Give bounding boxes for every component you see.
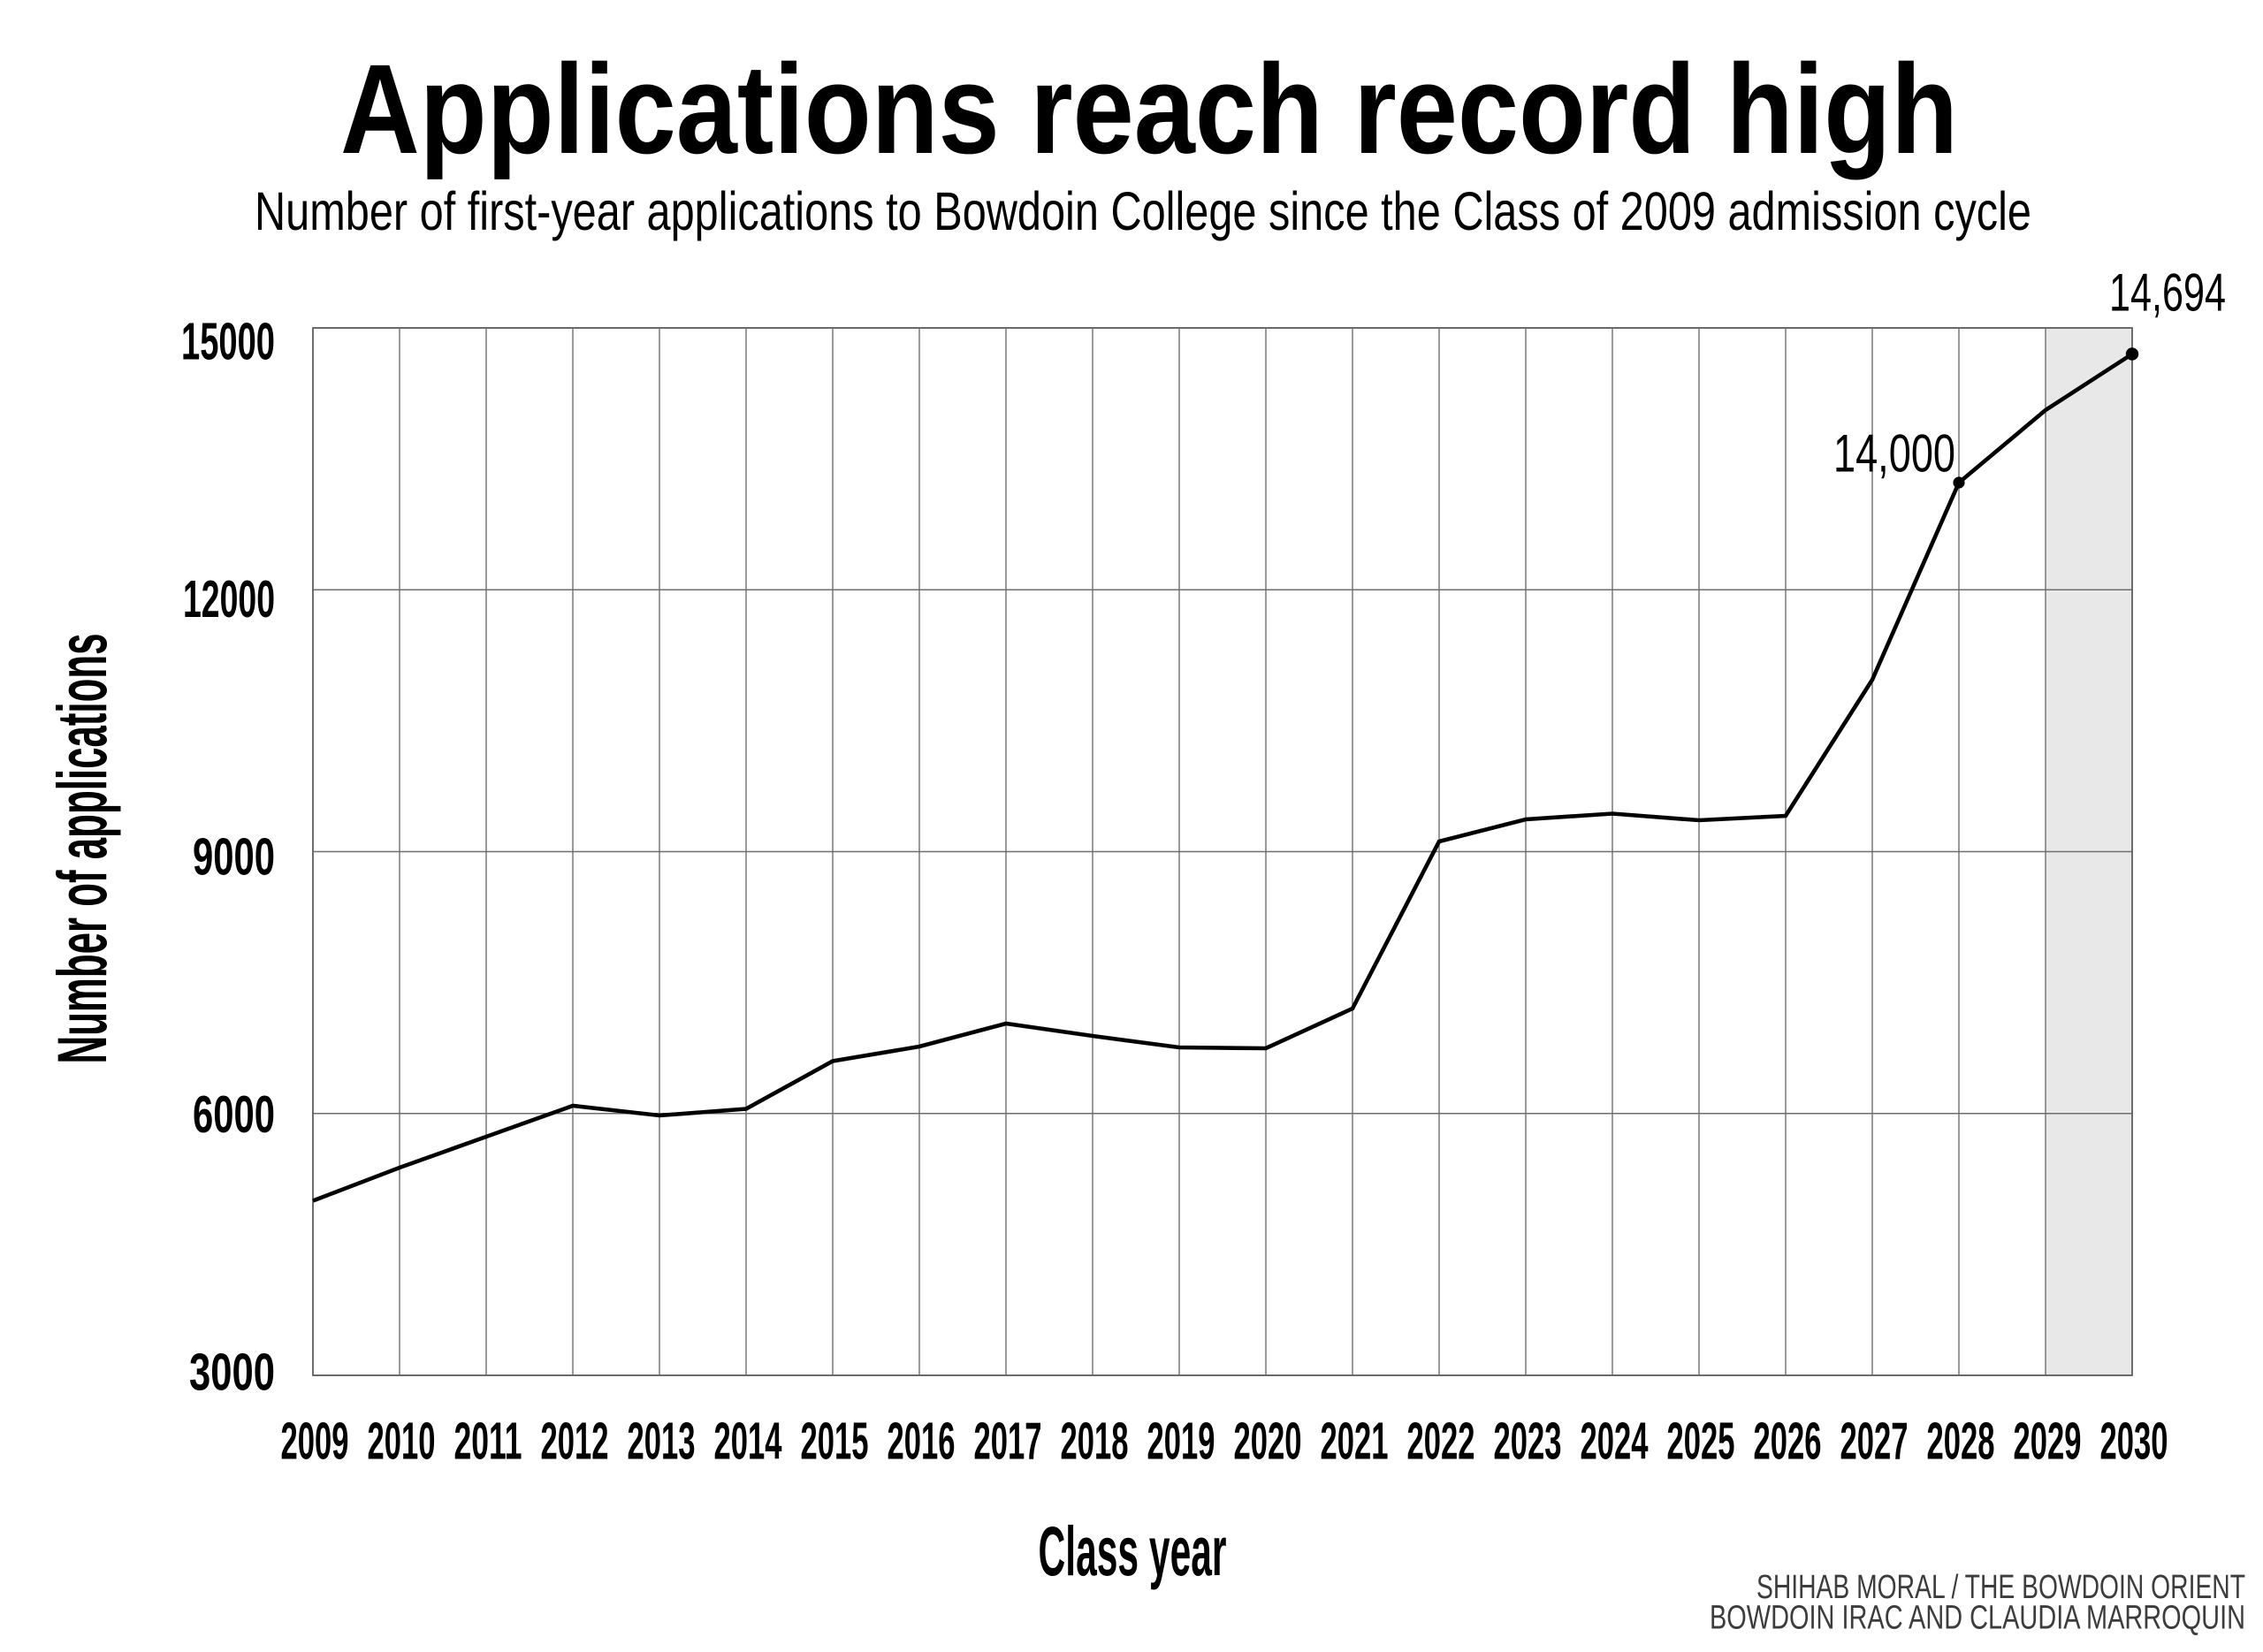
svg-text:15000: 15000 <box>181 312 275 371</box>
svg-text:12000: 12000 <box>183 569 275 628</box>
svg-text:14,000: 14,000 <box>1833 424 1955 483</box>
svg-text:2028: 2028 <box>1927 1412 1995 1471</box>
svg-text:2025: 2025 <box>1667 1412 1735 1471</box>
svg-text:2022: 2022 <box>1407 1412 1475 1471</box>
svg-text:2027: 2027 <box>1840 1412 1909 1471</box>
svg-text:2016: 2016 <box>888 1412 956 1471</box>
svg-text:2024: 2024 <box>1581 1412 1649 1471</box>
svg-text:BOWDOIN IRAC AND CLAUDIA MARRO: BOWDOIN IRAC AND CLAUDIA MARROQUIN <box>1710 1600 2245 1637</box>
svg-text:2011: 2011 <box>454 1412 522 1471</box>
svg-text:2015: 2015 <box>801 1412 869 1471</box>
svg-text:6000: 6000 <box>193 1085 275 1144</box>
svg-text:2009: 2009 <box>281 1412 349 1471</box>
svg-text:2019: 2019 <box>1147 1412 1215 1471</box>
svg-text:SHIHAB MORAL / THE BOWDOIN ORI: SHIHAB MORAL / THE BOWDOIN ORIENT <box>1756 1569 2245 1606</box>
svg-text:2029: 2029 <box>2014 1412 2082 1471</box>
svg-text:Class year: Class year <box>1039 1511 1227 1590</box>
svg-text:Number of first-year applicati: Number of first-year applications to Bow… <box>255 181 2031 241</box>
svg-text:2017: 2017 <box>974 1412 1042 1471</box>
svg-text:2018: 2018 <box>1061 1412 1129 1471</box>
svg-text:2020: 2020 <box>1234 1412 1302 1471</box>
svg-text:Applications reach record high: Applications reach record high <box>340 38 1958 180</box>
svg-text:14,694: 14,694 <box>2109 263 2226 323</box>
svg-text:2021: 2021 <box>1321 1412 1389 1471</box>
svg-text:2010: 2010 <box>368 1412 436 1471</box>
svg-text:3000: 3000 <box>189 1343 275 1402</box>
svg-text:2026: 2026 <box>1754 1412 1822 1471</box>
svg-text:9000: 9000 <box>193 827 275 887</box>
svg-text:2023: 2023 <box>1494 1412 1562 1471</box>
svg-text:Number of applications: Number of applications <box>42 634 121 1064</box>
svg-text:2013: 2013 <box>628 1412 696 1471</box>
svg-text:2012: 2012 <box>541 1412 609 1471</box>
svg-text:2030: 2030 <box>2100 1412 2168 1471</box>
svg-text:2014: 2014 <box>714 1412 782 1471</box>
